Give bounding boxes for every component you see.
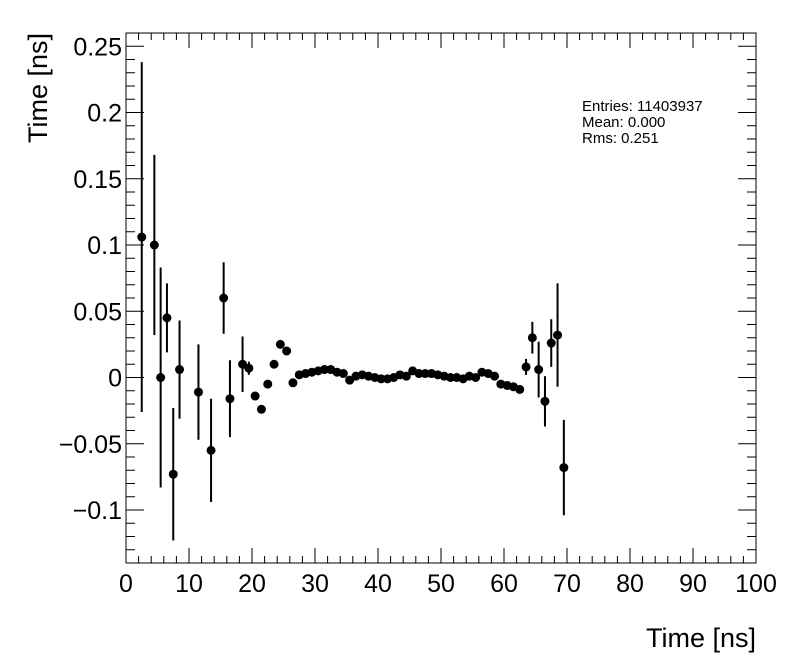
data-point — [540, 396, 550, 406]
data-point — [156, 373, 166, 382]
data-point — [546, 338, 556, 348]
y-tick-label: 0.05 — [73, 298, 122, 326]
y-tick-label: 0.2 — [87, 100, 122, 128]
y-tick-label: −0.05 — [59, 431, 122, 459]
data-point — [338, 369, 348, 379]
data-point — [420, 369, 430, 379]
x-tick-label: 40 — [364, 570, 392, 598]
data-point — [534, 365, 544, 375]
data-point — [244, 363, 254, 373]
data-point — [288, 378, 298, 388]
data-point — [275, 339, 285, 349]
data-point — [162, 313, 172, 323]
stats-entries: Entries: 11403937 — [582, 98, 703, 115]
x-axis-title: Time [ns] — [646, 623, 756, 653]
data-point — [137, 232, 147, 242]
x-tick-label: 60 — [490, 570, 518, 598]
data-point — [376, 374, 386, 384]
x-tick-label: 20 — [238, 570, 266, 598]
data-point — [559, 463, 569, 473]
data-point — [515, 384, 525, 394]
x-tick-label: 50 — [427, 570, 455, 598]
stats-box: Entries: 11403937 Mean: 0.000 Rms: 0.251 — [582, 99, 703, 147]
axis-ticks: 0 10 20 30 40 50 60 70 80 90 100 −0.1 −0.05 0 0.05 0.1 0… — [59, 32, 777, 598]
y-tick-label: 0.1 — [87, 232, 122, 260]
stats-rms: Rms: 0.251 — [582, 130, 659, 147]
x-tick-label: 100 — [735, 570, 777, 598]
data-point — [401, 371, 411, 381]
data-point — [471, 373, 481, 382]
data-point — [282, 346, 292, 356]
data-point — [490, 371, 500, 381]
y-tick-label: 0.15 — [73, 166, 122, 194]
data-point — [445, 373, 455, 382]
y-axis-title: Time [ns] — [23, 33, 53, 143]
x-tick-label: 30 — [301, 570, 329, 598]
data-point — [149, 240, 159, 250]
data-point — [168, 469, 178, 479]
x-tick-label: 0 — [119, 570, 133, 598]
data-point — [256, 404, 266, 414]
data-point — [521, 362, 531, 372]
stats-mean: Mean: 0.000 — [582, 114, 666, 131]
data-point — [319, 365, 329, 375]
data-point — [250, 391, 260, 401]
x-tick-label: 70 — [553, 570, 581, 598]
data-point — [527, 333, 537, 343]
data-point — [206, 445, 216, 455]
y-tick-label: 0 — [108, 365, 122, 393]
x-tick-label: 10 — [175, 570, 203, 598]
data-point — [225, 394, 235, 404]
data-points — [137, 62, 569, 541]
y-tick-label: 0.25 — [73, 33, 122, 61]
data-point — [269, 359, 279, 369]
data-point — [175, 365, 185, 375]
data-point — [263, 379, 273, 389]
data-point — [553, 330, 563, 340]
x-tick-label: 80 — [616, 570, 644, 598]
data-point — [193, 387, 203, 397]
x-tick-label: 90 — [679, 570, 707, 598]
y-tick-label: −0.1 — [73, 497, 122, 525]
data-point — [219, 293, 229, 303]
data-point — [414, 369, 424, 379]
